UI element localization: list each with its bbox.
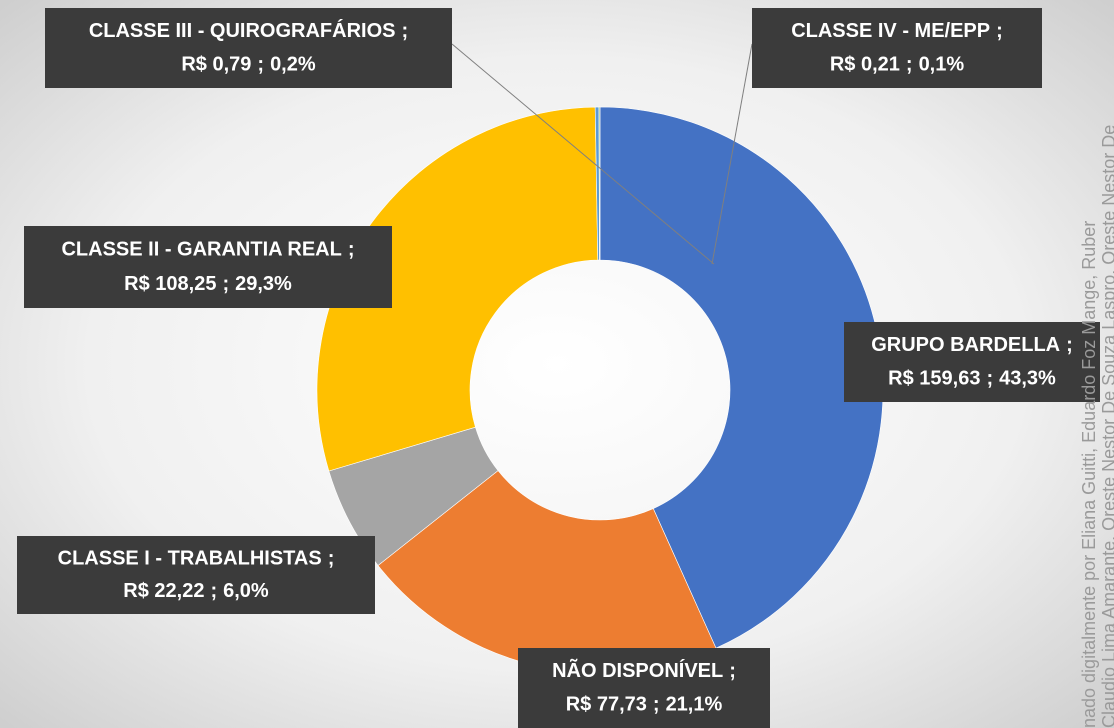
data-label: NÃO DISPONÍVEL; — [552, 659, 736, 682]
value-label: R$ 22,22 — [123, 580, 204, 602]
data-label: GRUPO BARDELLA; — [871, 334, 1073, 356]
data-label: CLASSE III - QUIROGRAFÁRIOS; — [89, 19, 408, 42]
data-label: R$ 22,22; 6,0% — [123, 580, 269, 602]
donut-slice — [598, 106, 601, 261]
category-name: GRUPO BARDELLA — [871, 334, 1060, 356]
separator: ; — [210, 580, 217, 602]
value-label: R$ 0,21 — [830, 54, 900, 76]
labels: GRUPO BARDELLA ; R$ 159,63; 43,3% NÃO DISPON… — [17, 8, 1100, 728]
percent-label: 29,3% — [235, 273, 292, 295]
separator: ; — [906, 54, 913, 76]
separator: ; — [986, 368, 993, 390]
data-label: R$ 108,25; 29,3% — [124, 273, 292, 295]
separator: ; — [402, 20, 409, 42]
separator: ; — [222, 273, 229, 295]
percent-label: 0,2% — [270, 54, 316, 76]
data-label: CLASSE II - GARANTIA REAL; — [61, 239, 354, 261]
label-box — [45, 8, 452, 88]
separator: ; — [328, 548, 335, 570]
category-name: CLASSE II - GARANTIA REAL — [61, 239, 341, 261]
value-label: R$ 159,63 — [888, 368, 980, 390]
donut-slice — [316, 106, 599, 472]
label-box — [844, 322, 1100, 402]
watermark: Claudio Lima Amarante, Oreste Nestor De … — [1099, 125, 1114, 728]
data-label: R$ 77,73; 21,1% — [566, 694, 723, 716]
separator: ; — [257, 54, 264, 76]
label-box — [24, 226, 392, 308]
separator: ; — [1066, 334, 1073, 356]
category-name: NÃO DISPONÍVEL — [552, 659, 723, 682]
category-name: CLASSE IV - ME/EPP — [791, 20, 990, 42]
data-label: CLASSE IV - ME/EPP; — [791, 20, 1003, 42]
data-label: R$ 0,21; 0,1% — [830, 54, 965, 76]
separator: ; — [729, 660, 736, 682]
percent-label: 43,3% — [999, 368, 1056, 390]
label-box — [752, 8, 1042, 88]
value-label: R$ 108,25 — [124, 273, 216, 295]
percent-label: 0,1% — [919, 54, 965, 76]
label-box — [17, 536, 375, 614]
category-name: CLASSE III - QUIROGRAFÁRIOS — [89, 19, 396, 42]
leader-line — [451, 43, 715, 265]
category-name: CLASSE I - TRABALHISTAS — [58, 548, 322, 570]
data-label: R$ 159,63; 43,3% — [888, 368, 1056, 390]
data-label: CLASSE I - TRABALHISTAS; — [58, 548, 335, 570]
value-label: R$ 0,79 — [181, 54, 251, 76]
leader-line — [711, 43, 753, 265]
separator: ; — [653, 694, 660, 716]
slices — [316, 106, 884, 674]
percent-label: 21,1% — [666, 694, 723, 716]
label-box — [518, 648, 770, 728]
data-label: R$ 0,79; 0,2% — [181, 54, 316, 76]
percent-label: 6,0% — [223, 580, 269, 602]
separator: ; — [348, 239, 355, 261]
separator: ; — [996, 20, 1003, 42]
value-label: R$ 77,73 — [566, 694, 647, 716]
watermark: nado digitalmente por Eliana Guitti, Edu… — [1079, 221, 1099, 728]
